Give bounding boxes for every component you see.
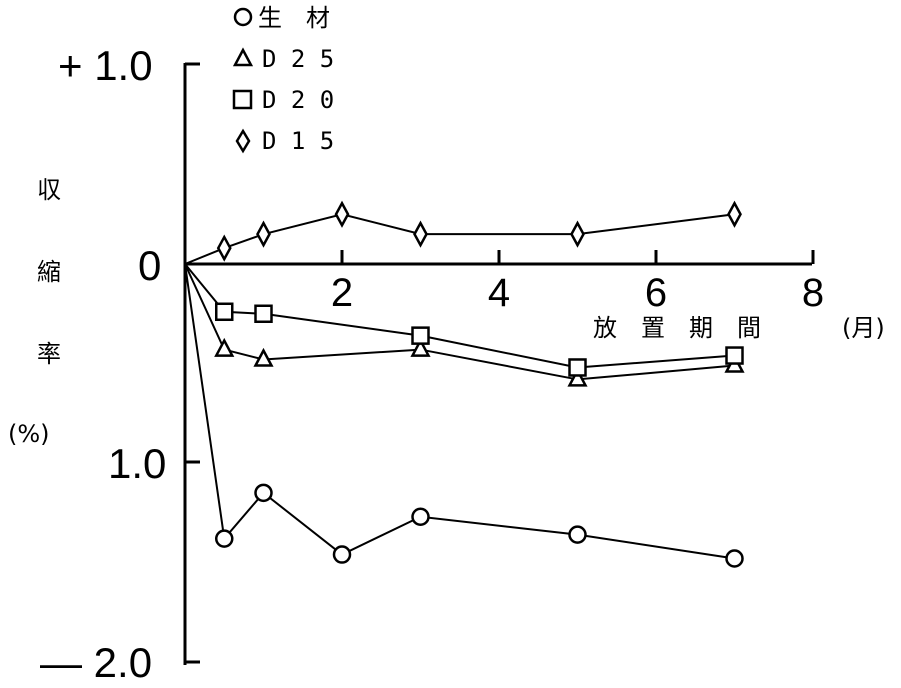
data-point-diamond	[727, 200, 742, 228]
data-point-diamond	[216, 234, 232, 262]
data-point-triangle	[253, 347, 274, 367]
x-tick-label-8: 8	[802, 271, 824, 315]
y-tick-label-bottom: — 2.0	[40, 639, 152, 686]
data-point-triangle	[567, 367, 588, 387]
x-tick-label-2: 2	[331, 271, 353, 315]
x-axis-label: 放 置 期 間	[593, 314, 761, 342]
data-point-square	[725, 346, 744, 365]
legend-marker-triangle	[232, 47, 254, 67]
series-line-triangle	[184, 263, 735, 381]
data-point-diamond	[570, 220, 585, 248]
y-label-char-4: (%)	[8, 420, 50, 448]
legend-label-raw: 生 材	[258, 4, 330, 32]
x-tick-label-6: 6	[645, 271, 667, 315]
data-point-diamond	[256, 220, 271, 248]
x-tick-label-4: 4	[488, 271, 510, 315]
data-point-circle	[725, 549, 744, 568]
y-label-char-1: 収	[37, 176, 61, 204]
data-point-diamond	[334, 200, 350, 228]
data-point-diamond	[413, 220, 428, 248]
legend-label-d20: D 2 0	[262, 86, 334, 114]
legend-marker-circle	[233, 7, 253, 27]
legend-label-d25: D 2 5	[262, 45, 334, 73]
y-label-char-3: 率	[37, 340, 61, 368]
data-point-square	[215, 302, 234, 322]
legend-marker-diamond	[235, 128, 251, 154]
y-tick-label-minus1: 1.0	[108, 440, 166, 487]
y-tick-label-top: + 1.0	[58, 42, 153, 89]
legend-label-d15: D 1 5	[262, 127, 334, 155]
data-point-circle	[215, 529, 234, 548]
data-point-circle	[332, 545, 352, 564]
x-axis-unit: (月)	[842, 314, 885, 342]
legend: 生 材 D 2 5 D 2 0 D 1 5	[232, 4, 334, 155]
data-point-square	[411, 326, 430, 345]
data-point-triangle	[410, 337, 431, 357]
data-point-circle	[568, 525, 587, 544]
legend-marker-square	[232, 89, 253, 110]
data-point-square	[568, 358, 587, 377]
y-label-char-2: 縮	[37, 258, 61, 286]
data-point-square	[254, 304, 273, 323]
data-point-circle	[411, 507, 430, 526]
data-point-triangle	[214, 337, 235, 357]
y-tick-label-zero: 0	[138, 242, 161, 289]
data-point-circle	[254, 483, 273, 503]
